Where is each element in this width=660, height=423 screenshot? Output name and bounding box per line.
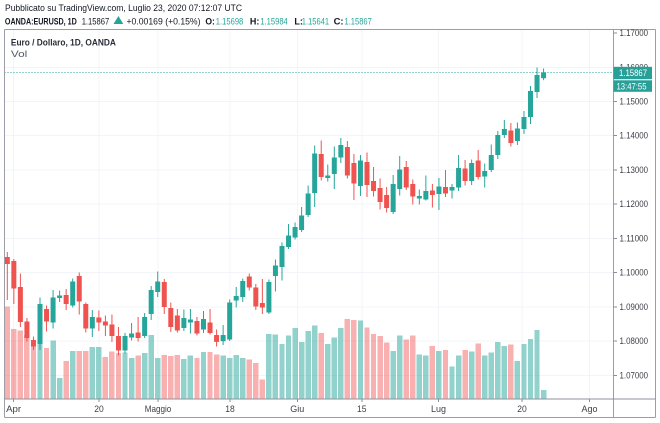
svg-text:1.11000: 1.11000 [620,234,649,245]
svg-text:1.08000: 1.08000 [620,336,649,347]
svg-text:O:: O: [205,16,215,26]
svg-text:1.17000: 1.17000 [620,28,649,39]
svg-text:H:: H: [250,16,260,26]
svg-text:20: 20 [517,404,527,415]
svg-text:L:: L: [294,16,303,26]
svg-text:13:47:55: 13:47:55 [617,82,647,93]
svg-text:1.15984: 1.15984 [260,16,288,26]
svg-text:20: 20 [94,404,104,415]
svg-text:Euro / Dollaro, 1D, OANDA: Euro / Dollaro, 1D, OANDA [11,37,116,48]
svg-text:15: 15 [357,404,367,415]
svg-text:+0.00169 (+0.15%): +0.00169 (+0.15%) [127,16,201,26]
svg-text:1.09000: 1.09000 [620,302,649,313]
svg-text:18: 18 [225,404,235,415]
svg-text:C:: C: [334,16,344,26]
svg-text:1.15698: 1.15698 [216,16,244,26]
svg-text:1.15867: 1.15867 [345,16,372,26]
svg-text:1.14000: 1.14000 [620,131,649,142]
svg-text:1.13000: 1.13000 [620,165,649,176]
svg-text:Lug: Lug [431,404,446,415]
svg-text:Ago: Ago [582,404,598,415]
svg-text:1.15867: 1.15867 [619,68,647,79]
svg-text:1.07000: 1.07000 [620,371,649,382]
svg-text:Pubblicato su TradingView.com,: Pubblicato su TradingView.com, Luglio 23… [5,3,242,13]
svg-text:Maggio: Maggio [145,404,172,415]
svg-text:1.10000: 1.10000 [620,268,649,279]
svg-text:1.15641: 1.15641 [302,16,329,26]
svg-text:1.15000: 1.15000 [620,97,649,108]
svg-text:Giu: Giu [290,404,304,415]
svg-text:Apr: Apr [6,404,21,415]
svg-text:Vol: Vol [11,49,27,60]
svg-text:1.12000: 1.12000 [620,199,649,210]
svg-text:1.15867: 1.15867 [82,16,110,26]
svg-text:OANDA:EURUSD, 1D: OANDA:EURUSD, 1D [5,16,77,26]
